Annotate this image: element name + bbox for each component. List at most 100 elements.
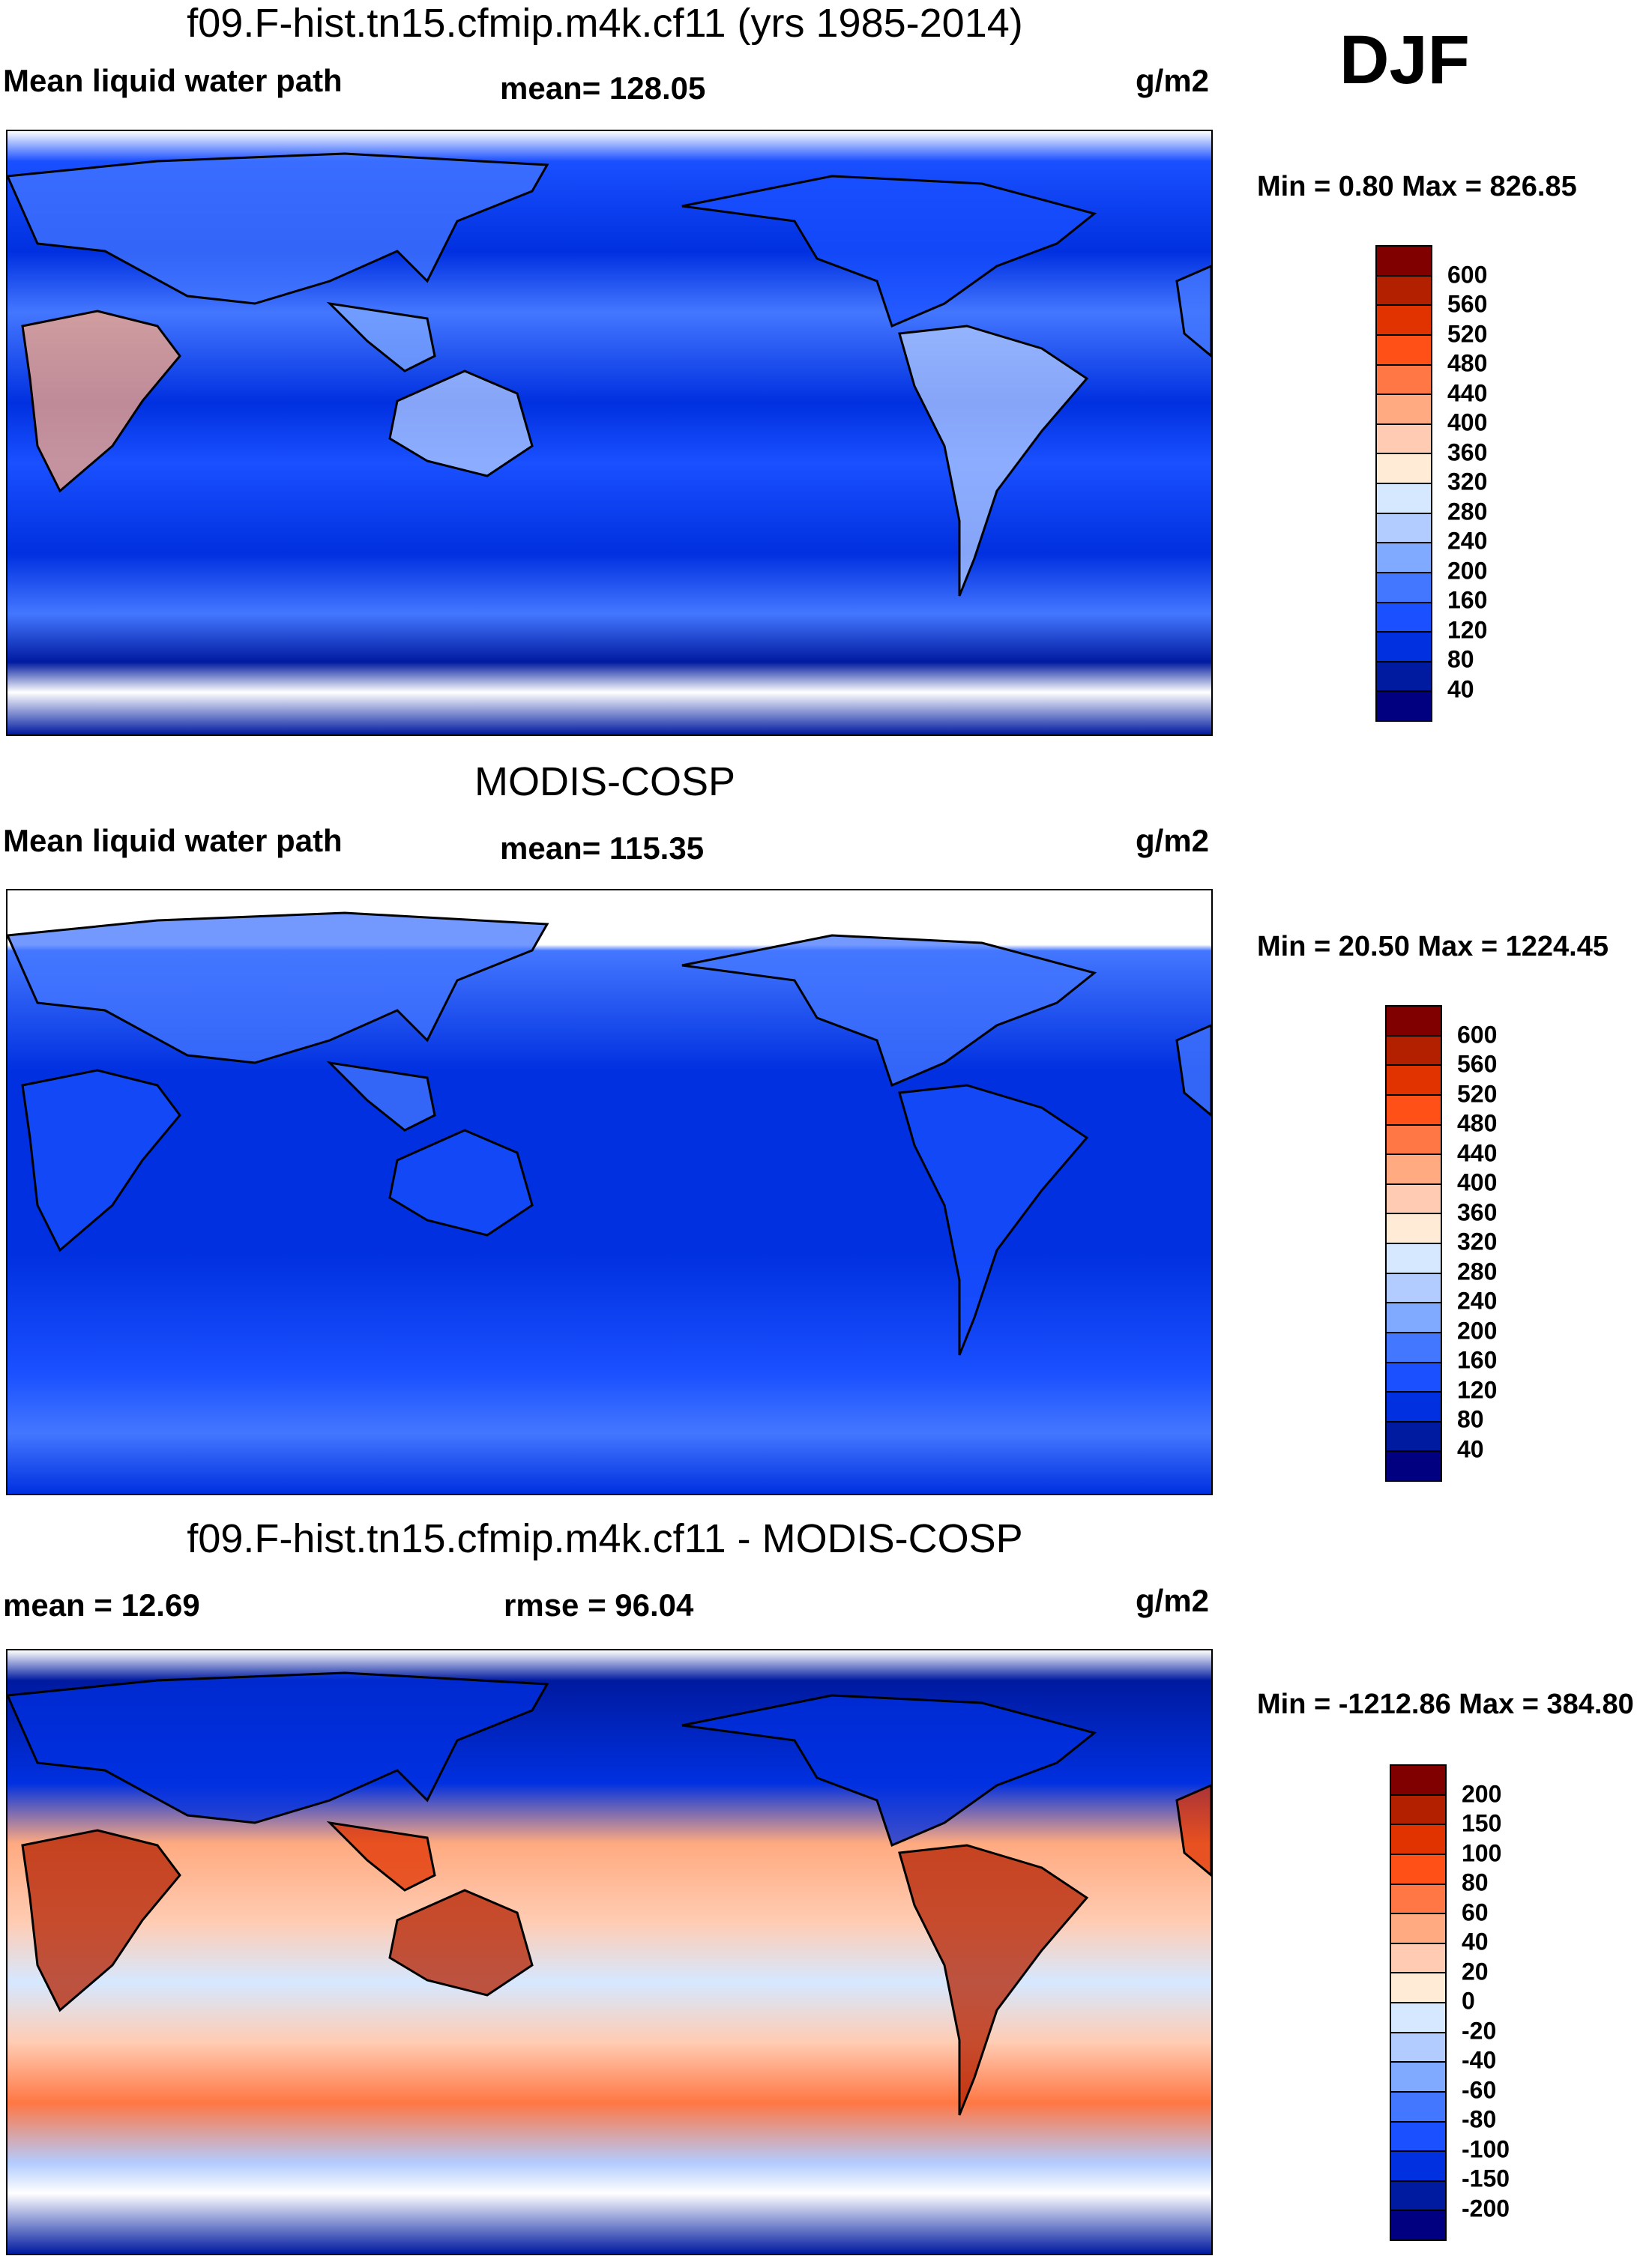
panel2-units: g/m2 <box>1136 823 1210 858</box>
colorbar-label: -20 <box>1462 2017 1497 2044</box>
panel3-colorbar <box>1390 1764 1447 2241</box>
panel2-map <box>6 889 1213 1495</box>
colorbar-label: 100 <box>1462 1839 1502 1866</box>
colorbar-label: 480 <box>1457 1109 1498 1137</box>
colorbar-label: -150 <box>1462 2165 1510 2192</box>
colorbar-label: 600 <box>1457 1021 1498 1048</box>
colorbar-label: 160 <box>1457 1346 1498 1374</box>
colorbar-swatch <box>1377 304 1431 334</box>
colorbar-label: 440 <box>1447 379 1488 406</box>
coastline <box>898 325 1089 597</box>
colorbar-label: 160 <box>1447 586 1488 614</box>
coastline <box>681 934 1097 1088</box>
colorbar-label: -100 <box>1462 2135 1510 2162</box>
colorbar-label: 120 <box>1457 1376 1498 1403</box>
colorbar-swatch <box>1377 690 1431 720</box>
colorbar-swatch <box>1377 393 1431 423</box>
colorbar-label: 280 <box>1447 498 1488 525</box>
panel3-rmse: rmse = 96.04 <box>504 1587 694 1623</box>
coastline <box>388 370 534 477</box>
colorbar-swatch <box>1377 274 1431 305</box>
colorbar-label: 560 <box>1457 1050 1498 1078</box>
colorbar-label: 120 <box>1447 616 1488 643</box>
panel2-minmax: Min = 20.50 Max = 1224.45 <box>1257 931 1609 962</box>
panel3-minmax: Min = -1212.86 Max = 384.80 <box>1257 1689 1634 1720</box>
colorbar-label: 240 <box>1447 527 1488 555</box>
colorbar-swatch <box>1387 1302 1441 1332</box>
colorbar-swatch <box>1391 2090 1445 2121</box>
colorbar-swatch <box>1391 2031 1445 2062</box>
colorbar-label: 20 <box>1462 1958 1489 1985</box>
colorbar-label: 360 <box>1457 1198 1498 1225</box>
colorbar-label: 40 <box>1447 675 1474 702</box>
panel2-title: MODIS-COSP <box>474 759 736 804</box>
colorbar-swatch <box>1387 1243 1441 1273</box>
colorbar-swatch <box>1391 2120 1445 2151</box>
colorbar-label: 40 <box>1457 1435 1484 1462</box>
colorbar-label: 200 <box>1462 1780 1502 1807</box>
colorbar-swatch <box>1387 1331 1441 1362</box>
colorbar-label: 520 <box>1447 320 1488 347</box>
colorbar-label: 240 <box>1457 1287 1498 1315</box>
colorbar-label: 320 <box>1457 1228 1498 1255</box>
colorbar-swatch <box>1387 1391 1441 1421</box>
coastline <box>1175 265 1211 358</box>
colorbar-label: 40 <box>1462 1928 1489 1955</box>
colorbar-swatch <box>1387 1153 1441 1183</box>
coastline <box>1175 1784 1211 1877</box>
coastline <box>898 1844 1089 2116</box>
colorbar-swatch <box>1391 1853 1445 1883</box>
colorbar-label: 320 <box>1447 468 1488 495</box>
colorbar-label: 280 <box>1457 1258 1498 1285</box>
panel3-title: f09.F-hist.tn15.cfmip.m4k.cf11 - MODIS-C… <box>187 1516 1023 1561</box>
colorbar-label: 600 <box>1447 261 1488 288</box>
panel3-mean: mean = 12.69 <box>3 1587 200 1623</box>
colorbar-swatch <box>1387 1213 1441 1243</box>
colorbar-swatch <box>1387 1007 1441 1035</box>
season-label: DJF <box>1339 22 1470 98</box>
colorbar-label: 360 <box>1447 438 1488 465</box>
colorbar-swatch <box>1391 1972 1445 2002</box>
colorbar-swatch <box>1391 1883 1445 1913</box>
colorbar-swatch <box>1391 1824 1445 1854</box>
colorbar-swatch <box>1387 1094 1441 1124</box>
colorbar-label: 400 <box>1457 1168 1498 1196</box>
colorbar-swatch <box>1391 1942 1445 1973</box>
colorbar-label: 400 <box>1447 408 1488 436</box>
panel2-mean: mean= 115.35 <box>500 830 705 866</box>
coastline <box>388 1889 534 1997</box>
colorbar-swatch <box>1377 483 1431 513</box>
colorbar-swatch <box>1387 1034 1441 1065</box>
colorbar-swatch <box>1377 512 1431 543</box>
coastline <box>1175 1024 1211 1117</box>
colorbar-swatch <box>1377 660 1431 691</box>
colorbar-swatch <box>1391 2061 1445 2091</box>
panel3-map <box>6 1649 1213 2255</box>
coastline <box>21 1829 181 2012</box>
colorbar-swatch <box>1387 1361 1441 1392</box>
colorbar-swatch <box>1377 364 1431 394</box>
colorbar-label: 200 <box>1447 557 1488 584</box>
colorbar-swatch <box>1387 1124 1441 1154</box>
colorbar-swatch <box>1377 631 1431 661</box>
colorbar-label: 80 <box>1447 645 1474 673</box>
colorbar-swatch <box>1387 1183 1441 1213</box>
coastline <box>7 152 549 305</box>
colorbar-label: -200 <box>1462 2195 1510 2222</box>
colorbar-swatch <box>1391 1766 1445 1794</box>
colorbar-swatch <box>1391 2150 1445 2180</box>
panel1-colorbar <box>1375 245 1432 722</box>
colorbar-label: -60 <box>1462 2076 1497 2103</box>
colorbar-label: 200 <box>1457 1317 1498 1344</box>
colorbar-label: -80 <box>1462 2105 1497 2133</box>
colorbar-label: -40 <box>1462 2046 1497 2074</box>
panel3-units: g/m2 <box>1136 1583 1210 1618</box>
panel2-colorbar <box>1385 1005 1442 1482</box>
colorbar-swatch <box>1387 1272 1441 1303</box>
panel1-minmax: Min = 0.80 Max = 826.85 <box>1257 171 1577 202</box>
coastline <box>326 301 436 373</box>
colorbar-label: 60 <box>1462 1898 1489 1925</box>
colorbar-label: 80 <box>1457 1405 1484 1433</box>
colorbar-swatch <box>1377 601 1431 632</box>
colorbar-label: 0 <box>1462 1987 1475 2015</box>
